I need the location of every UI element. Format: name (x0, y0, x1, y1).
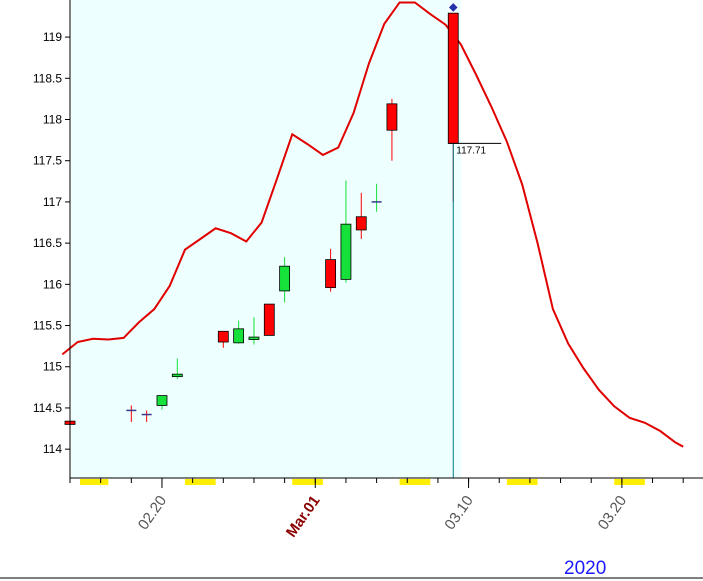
candle (141, 410, 152, 422)
candle (217, 330, 229, 348)
candle (171, 358, 183, 380)
candle (279, 257, 291, 303)
x-axis: 02.20 Mar.01 03.10 03.20 (69, 478, 684, 541)
high-marker-icon (447, 1, 459, 14)
x-tick-label: 03.10 (441, 493, 476, 534)
weekend-marker (80, 479, 109, 485)
candle-body (325, 259, 337, 289)
candle-body (263, 303, 275, 336)
candle-body (156, 395, 168, 406)
y-tick-label: 118.5 (33, 71, 62, 85)
weekend-marker (506, 479, 538, 485)
candle (355, 192, 367, 239)
candle-body (340, 223, 352, 280)
y-tick-label: 119 (43, 30, 62, 44)
weekend-marker (399, 479, 431, 485)
candle (386, 98, 398, 161)
y-tick-label: 115 (43, 360, 62, 374)
weekend-marker (292, 479, 323, 485)
y-tick-label: 118 (43, 113, 62, 127)
year-label: 2020 (564, 558, 607, 579)
shaded-history-region (71, 0, 461, 478)
y-tick-label: 115.5 (33, 319, 62, 333)
candle-body (386, 103, 398, 131)
y-tick-label: 114 (43, 442, 62, 456)
band-line (61, 1, 684, 448)
candle-body (233, 328, 245, 344)
x-tick-label: Mar.01 (283, 493, 324, 541)
candle-body (279, 265, 291, 292)
candle (126, 405, 137, 422)
y-tick-label: 116 (43, 277, 62, 291)
candle (371, 183, 382, 212)
last-price-label: 117.71 (456, 145, 486, 156)
candlesticks (64, 5, 459, 427)
y-tick-label: 117.5 (33, 154, 62, 168)
y-axis: 114 114.5 115 115.5 116 116.5 117 117.5 118 118.5… (33, 30, 70, 456)
weekend-marker (614, 479, 645, 485)
candle-body (217, 330, 229, 343)
y-tick-label: 116.5 (33, 236, 62, 250)
candle (248, 317, 260, 345)
candle (233, 320, 245, 344)
candle (325, 248, 337, 292)
candle-body (355, 216, 367, 231)
x-tick-label: 02.20 (135, 493, 170, 534)
x-tick-label: 03.20 (595, 493, 630, 534)
candle (263, 303, 275, 336)
candle-body (248, 336, 260, 340)
candle (340, 180, 352, 283)
y-tick-label: 114.5 (33, 401, 62, 415)
weekend-marker (184, 479, 216, 485)
candle-body (447, 12, 459, 144)
weekend-markers (80, 479, 645, 485)
y-tick-label: 117 (43, 195, 62, 209)
candle (156, 395, 168, 410)
candle-body (171, 373, 183, 378)
